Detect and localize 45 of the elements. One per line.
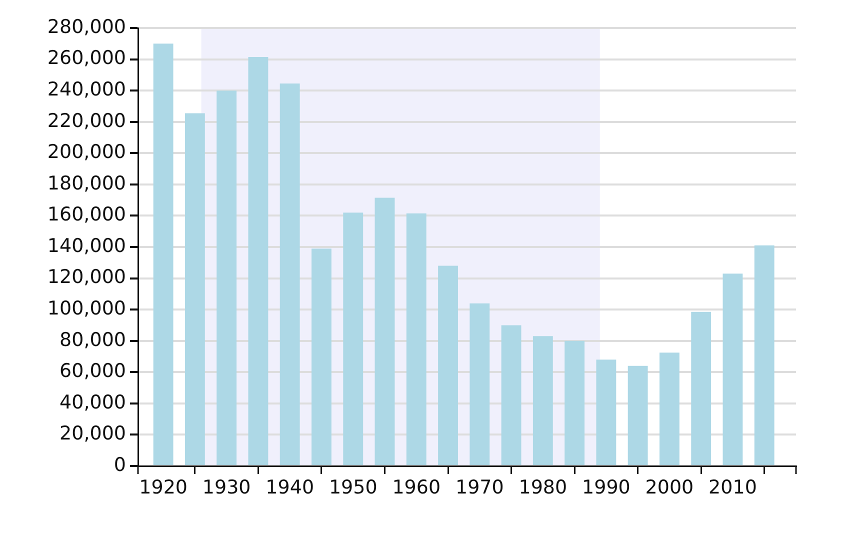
y-tick-label: 200,000 (47, 141, 126, 164)
y-tick-label: 80,000 (60, 328, 126, 351)
y-tick-label: 60,000 (60, 360, 126, 382)
bar (501, 325, 522, 465)
y-tick-label: 140,000 (47, 234, 126, 257)
x-tick-label: 1950 (328, 476, 378, 498)
bar (374, 198, 395, 465)
y-tick-label: 120,000 (47, 266, 126, 288)
y-tick-label: 20,000 (60, 422, 126, 445)
bar (564, 340, 585, 465)
bar (153, 44, 174, 465)
y-tick-label: 160,000 (47, 204, 126, 226)
x-tick-label: 1970 (455, 476, 504, 498)
bar (406, 213, 426, 465)
bar (470, 303, 490, 465)
y-tick-label: 260,000 (47, 47, 126, 70)
y-tick-label: 0 (114, 454, 126, 476)
bar (216, 90, 237, 465)
bar (438, 266, 458, 465)
bar (532, 336, 553, 465)
bar (280, 84, 300, 465)
bar (343, 212, 364, 465)
bar (628, 366, 648, 465)
x-tick-label: 1940 (266, 476, 314, 498)
bar (722, 274, 743, 465)
x-tick-label: 2000 (645, 476, 694, 498)
x-tick-label: 1930 (202, 476, 251, 498)
x-tick-label: 2010 (708, 476, 757, 498)
y-tick-label: 240,000 (47, 78, 126, 101)
bar (754, 245, 774, 465)
bar (659, 352, 680, 465)
bar (596, 360, 616, 465)
x-tick-label: 1990 (582, 476, 630, 498)
y-tick-label: 280,000 (47, 16, 126, 38)
y-tick-label: 100,000 (47, 298, 126, 320)
bar (184, 113, 205, 465)
y-tick-label: 220,000 (47, 110, 126, 132)
y-tick-label: 180,000 (47, 172, 126, 194)
bar (691, 312, 712, 465)
x-tick-label: 1920 (139, 476, 188, 498)
bar (312, 248, 332, 465)
x-tick-label: 1960 (392, 476, 441, 498)
bar (248, 56, 268, 465)
x-tick-label: 1980 (518, 476, 568, 498)
y-tick-label: 40,000 (60, 391, 126, 414)
